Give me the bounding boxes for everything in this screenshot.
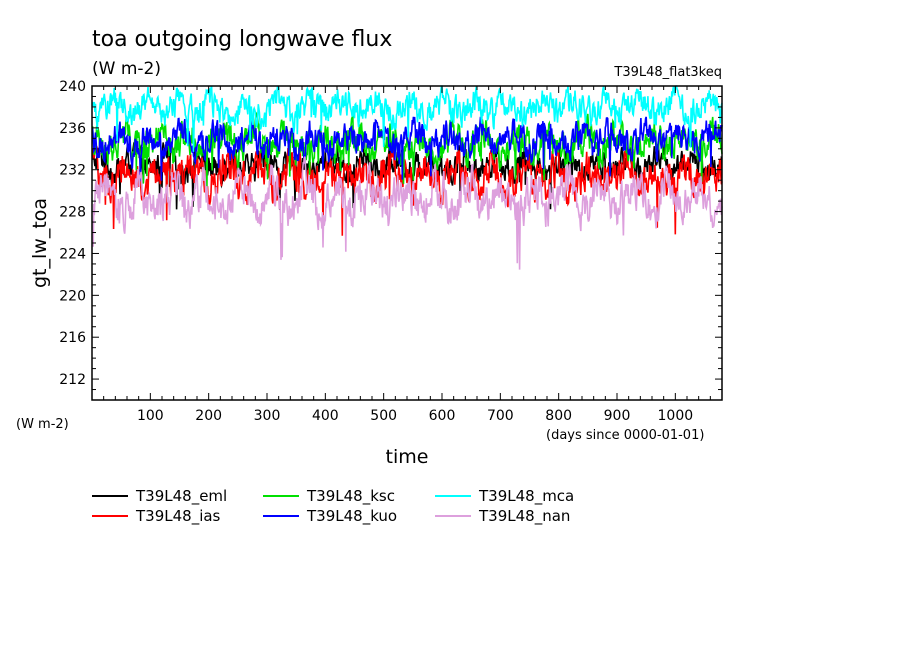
x-tick-label: 500 — [370, 408, 397, 424]
x-tick-label: 900 — [604, 408, 631, 424]
series-line-T39L48_mca — [91, 85, 723, 152]
x-tick-label: 400 — [312, 408, 339, 424]
x-axis-ticks: 100 200 300 400 500 600 700 800 900 1000 — [103, 86, 711, 424]
y-tick-label: 212 — [59, 372, 86, 388]
x-axis-units: (days since 0000-01-01) — [546, 428, 704, 443]
legend-label: T39L48_kuo — [306, 507, 397, 526]
x-tick-label: 700 — [487, 408, 514, 424]
y-tick-label: 220 — [59, 288, 86, 304]
legend-label: T39L48_eml — [135, 487, 227, 506]
x-tick-label: 300 — [254, 408, 281, 424]
legend-label: T39L48_mca — [478, 487, 574, 506]
y-tick-label: 232 — [59, 163, 86, 179]
y-tick-label: 228 — [59, 205, 86, 221]
legend-label: T39L48_nan — [478, 507, 570, 526]
y-tick-label: 236 — [59, 121, 86, 137]
x-axis-title: time — [386, 446, 429, 468]
y-axis-ticks: 212 216 220 224 228 232 236 240 — [59, 79, 722, 391]
series-line-T39L48_kuo — [91, 116, 723, 182]
x-tick-label: 600 — [429, 408, 456, 424]
series-line-T39L48_ias — [91, 145, 723, 236]
y-tick-label: 216 — [59, 330, 86, 346]
x-tick-label: 1000 — [658, 408, 694, 424]
y-tick-label: 224 — [59, 246, 86, 262]
legend-label: T39L48_ias — [135, 507, 221, 526]
y-axis-units-left: (W m-2) — [16, 417, 69, 432]
y-axis-title: gt_lw_toa — [29, 198, 51, 288]
x-tick-label: 200 — [195, 408, 222, 424]
legend-label: T39L48_ksc — [306, 487, 395, 506]
series-line-T39L48_nan — [91, 156, 723, 270]
y-tick-label: 240 — [59, 79, 86, 95]
chart-units: (W m-2) — [92, 59, 161, 79]
chart-title: toa outgoing longwave flux — [92, 27, 392, 52]
x-tick-label: 100 — [137, 408, 164, 424]
x-tick-label: 800 — [545, 408, 572, 424]
experiment-label: T39L48_flat3keq — [613, 65, 722, 80]
series-lines — [91, 85, 723, 270]
